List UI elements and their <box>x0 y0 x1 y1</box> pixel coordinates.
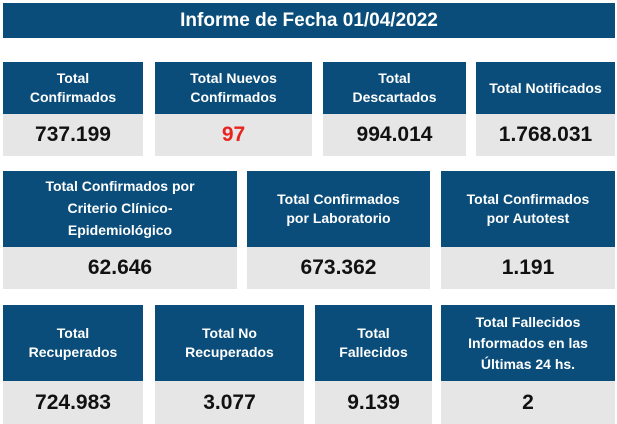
card-label: Total No Recuperados <box>155 305 304 381</box>
card-label: Total Notificados <box>476 62 615 114</box>
card-total-recuperados: Total Recuperados 724.983 <box>3 305 143 424</box>
card-label: Total Descartados <box>323 62 466 114</box>
card-value: 673.362 <box>247 247 430 289</box>
card-value: 994.014 <box>323 114 466 156</box>
card-total-nuevos-confirmados: Total Nuevos Confirmados 97 <box>155 62 312 156</box>
card-total-confirmados: Total Confirmados 737.199 <box>3 62 143 156</box>
card-total-no-recuperados: Total No Recuperados 3.077 <box>155 305 304 424</box>
card-label: Total Nuevos Confirmados <box>155 62 312 114</box>
card-fallecidos-24hs: Total Fallecidos Informados en las Últim… <box>441 305 615 424</box>
card-value: 62.646 <box>3 247 237 289</box>
card-label: Total Fallecidos Informados en las Últim… <box>441 305 615 381</box>
card-value: 724.983 <box>3 381 143 424</box>
card-label: Total Recuperados <box>3 305 143 381</box>
card-value: 2 <box>441 381 615 424</box>
card-value: 97 <box>155 114 312 156</box>
card-label: Total Confirmados por Laboratorio <box>247 171 430 247</box>
card-total-descartados: Total Descartados 994.014 <box>323 62 466 156</box>
card-value: 3.077 <box>155 381 304 424</box>
card-label: Total Confirmados por Autotest <box>441 171 615 247</box>
card-value: 737.199 <box>3 114 143 156</box>
card-label: Total Confirmados <box>3 62 143 114</box>
card-confirmados-laboratorio: Total Confirmados por Laboratorio 673.36… <box>247 171 430 289</box>
card-confirmados-autotest: Total Confirmados por Autotest 1.191 <box>441 171 615 289</box>
card-value: 1.191 <box>441 247 615 289</box>
card-total-notificados: Total Notificados 1.768.031 <box>476 62 615 156</box>
card-value: 1.768.031 <box>476 114 615 156</box>
report-title: Informe de Fecha 01/04/2022 <box>3 3 615 38</box>
card-value: 9.139 <box>315 381 432 424</box>
card-label: Total Confirmados por Criterio Clínico- … <box>3 171 237 247</box>
card-total-fallecidos: Total Fallecidos 9.139 <box>315 305 432 424</box>
card-confirmados-clinico: Total Confirmados por Criterio Clínico- … <box>3 171 237 289</box>
card-label: Total Fallecidos <box>315 305 432 381</box>
